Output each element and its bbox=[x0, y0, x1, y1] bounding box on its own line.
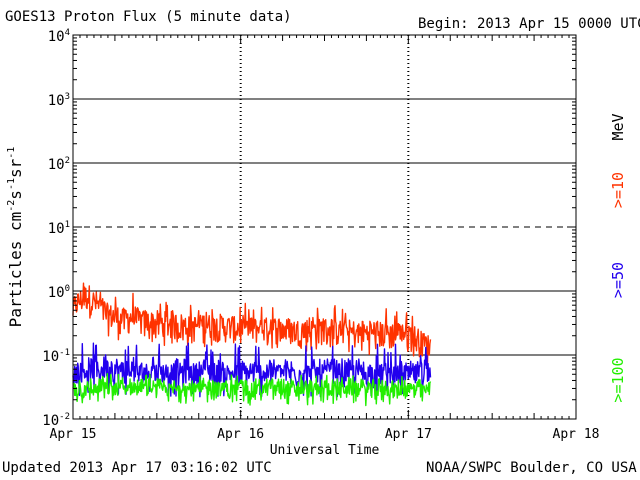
legend-p50-label: >=50 bbox=[609, 262, 627, 298]
x-tick-label: Apr 16 bbox=[217, 427, 264, 442]
credit-label: NOAA/SWPC Boulder, CO USA bbox=[426, 460, 637, 476]
y-tick-label: 102 bbox=[48, 156, 70, 173]
y-tick-label: 103 bbox=[48, 92, 70, 109]
x-tick-label: Apr 17 bbox=[385, 427, 432, 442]
series-line-p100 bbox=[72, 373, 432, 407]
y-tick-label: 104 bbox=[48, 28, 70, 45]
y-axis-label: Particles cm-2s-1sr-1 bbox=[6, 147, 25, 328]
begin-time-label: Begin: 2013 Apr 15 0000 UTC bbox=[418, 16, 640, 32]
y-tick-label: 100 bbox=[48, 284, 70, 301]
legend-p100-label: >=100 bbox=[609, 357, 627, 402]
y-tick-label: 101 bbox=[48, 220, 70, 237]
y-tick-label: 10-1 bbox=[42, 348, 70, 365]
x-tick-label: Apr 18 bbox=[553, 427, 600, 442]
legend-p10-label: >=10 bbox=[609, 172, 627, 208]
series-line-p10 bbox=[72, 282, 432, 366]
x-axis-label: Universal Time bbox=[270, 443, 380, 458]
chart-title: GOES13 Proton Flux (5 minute data) bbox=[5, 9, 292, 25]
updated-timestamp: Updated 2013 Apr 17 03:16:02 UTC bbox=[2, 460, 272, 476]
legend-unit-label: MeV bbox=[609, 113, 627, 140]
x-tick-label: Apr 15 bbox=[50, 427, 97, 442]
y-tick-label: 10-2 bbox=[42, 412, 70, 429]
